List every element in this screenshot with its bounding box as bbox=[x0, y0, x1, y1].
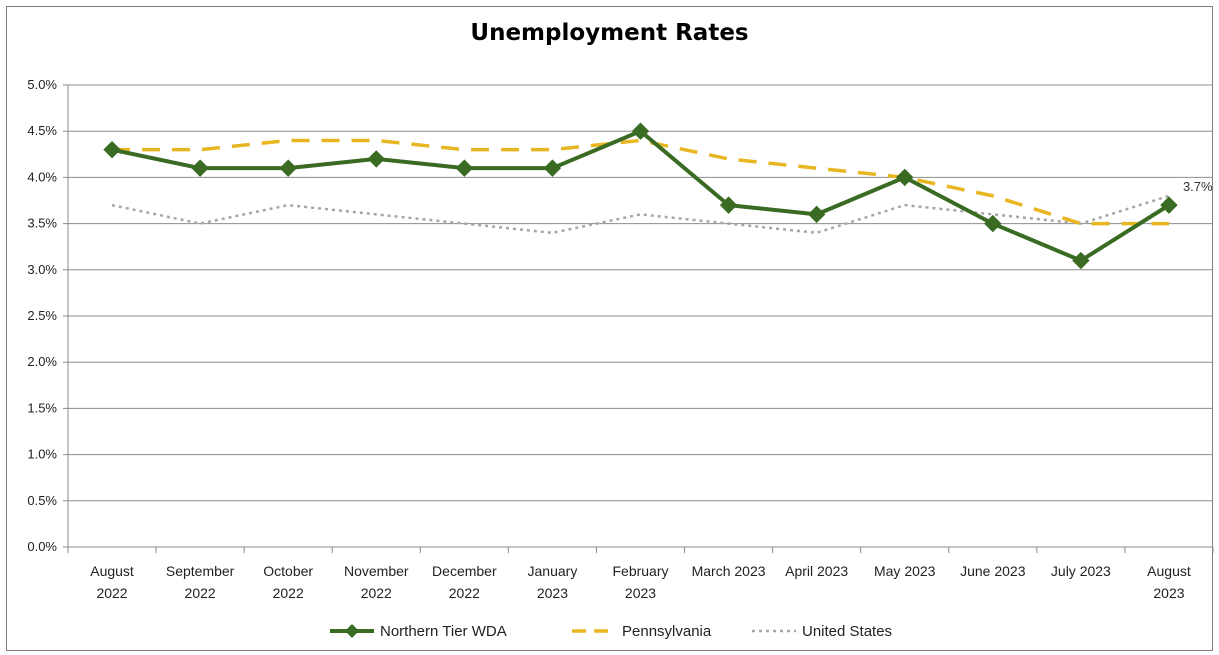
series-line-northern-tier-wda bbox=[111, 129, 1171, 263]
data-point-marker bbox=[896, 168, 914, 187]
y-tick-label: 0.5% bbox=[27, 493, 57, 508]
x-tick-label: December 2022 bbox=[432, 563, 497, 601]
data-point-marker bbox=[1160, 196, 1178, 214]
data-point-marker bbox=[984, 214, 1002, 233]
chart-title: Unemployment Rates bbox=[470, 20, 749, 46]
legend-marker bbox=[345, 624, 359, 638]
y-tick-label: 4.5% bbox=[27, 123, 57, 138]
data-point-marker bbox=[719, 196, 738, 214]
x-tick-label: January 2023 bbox=[528, 563, 578, 601]
x-tick-label: August 2023 bbox=[1147, 563, 1191, 601]
axes bbox=[67, 85, 1213, 548]
y-tick-label: 2.5% bbox=[27, 308, 57, 323]
y-axis-ticks: 0.0% 0.5% 1.0% 1.5% 2.0% 2.5% 3.0% 3.5% 4.0% 4.5%… bbox=[27, 77, 68, 554]
data-point-marker bbox=[543, 159, 562, 177]
x-tick-label: April 2023 bbox=[785, 563, 848, 579]
x-tick-label: June 2023 bbox=[960, 563, 1026, 579]
y-tick-label: 1.5% bbox=[27, 400, 57, 415]
x-tick-label: March 2023 bbox=[692, 563, 766, 579]
data-label: 3.7% bbox=[1183, 179, 1213, 194]
data-point-marker bbox=[367, 150, 385, 168]
y-tick-label: 3.0% bbox=[27, 262, 57, 277]
chart-frame bbox=[6, 6, 1213, 651]
legend: Northern Tier WDA Pennsylvania United Stat… bbox=[330, 623, 892, 640]
data-point-marker bbox=[455, 159, 474, 177]
data-point-marker bbox=[191, 159, 209, 177]
data-point-marker bbox=[807, 205, 826, 224]
y-tick-label: 4.0% bbox=[27, 169, 57, 184]
y-tick-label: 0.0% bbox=[27, 539, 57, 554]
x-tick-label: September 2022 bbox=[166, 563, 235, 601]
data-point-marker bbox=[103, 140, 121, 159]
series-lines bbox=[111, 129, 1171, 263]
y-tick-label: 2.0% bbox=[27, 354, 57, 369]
series-markers bbox=[103, 122, 1178, 270]
y-tick-label: 5.0% bbox=[27, 77, 57, 92]
legend-label: United States bbox=[802, 623, 892, 640]
grid-lines bbox=[68, 84, 1213, 548]
x-tick-label: May 2023 bbox=[874, 563, 936, 579]
x-tick-label: October 2022 bbox=[263, 563, 313, 601]
x-tick-label: February 2023 bbox=[612, 563, 668, 601]
data-labels: 3.7% bbox=[1183, 179, 1213, 194]
x-tick-label: November 2022 bbox=[344, 563, 409, 601]
series-line-pennsylvania bbox=[112, 138, 1169, 226]
data-point-marker bbox=[631, 122, 650, 140]
data-point-marker bbox=[1072, 251, 1090, 270]
x-axis-ticks: August 2022 September 2022 October 2022 Novemb… bbox=[67, 547, 1214, 601]
legend-label: Pennsylvania bbox=[622, 623, 712, 640]
y-tick-label: 3.5% bbox=[27, 216, 57, 231]
y-tick-label: 1.0% bbox=[27, 447, 57, 462]
legend-label: Northern Tier WDA bbox=[380, 623, 507, 640]
x-tick-label: July 2023 bbox=[1051, 563, 1111, 579]
data-point-marker bbox=[279, 159, 297, 177]
x-tick-label: August 2022 bbox=[90, 563, 134, 601]
